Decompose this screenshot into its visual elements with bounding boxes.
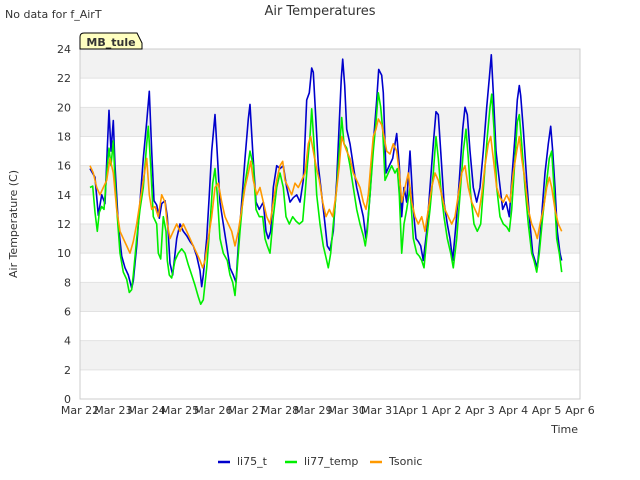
x-axis-label: Time: [550, 423, 578, 436]
x-tick-label: Mar 27: [228, 404, 266, 417]
grid-band: [80, 165, 580, 195]
legend-label: li75_t: [237, 455, 268, 468]
site-badge-tag: [79, 32, 143, 50]
y-tick-label: 16: [57, 160, 71, 173]
chart-title: Air Temperatures: [264, 4, 375, 19]
x-tick-label: Mar 26: [194, 404, 232, 417]
series-line-tsonic: [89, 118, 563, 269]
y-axis-label: Air Temperature (C): [7, 170, 20, 278]
x-tick-label: Mar 25: [161, 404, 199, 417]
y-tick-label: 6: [64, 306, 71, 319]
grid-band: [80, 49, 580, 79]
y-tick-label: 18: [57, 131, 71, 144]
grid-band: [80, 369, 580, 399]
grid-bands: [80, 49, 580, 400]
x-tick-label: Mar 29: [294, 404, 332, 417]
series-line-li77-temp: [89, 92, 563, 305]
x-tick-label: Mar 23: [94, 404, 132, 417]
grid-band: [80, 78, 580, 108]
legend-label: Tsonic: [388, 455, 422, 468]
y-tick-label: 8: [64, 276, 71, 289]
x-tick-label: Apr 4: [499, 404, 529, 417]
site-badge: MB_tule: [79, 32, 143, 50]
y-tick-label: 12: [57, 218, 71, 231]
x-tick-label: Mar 24: [128, 404, 166, 417]
no-data-note: No data for f_AirT: [5, 8, 102, 21]
grid-band: [80, 136, 580, 166]
y-tick-label: 2: [64, 364, 71, 377]
y-tick-label: 14: [57, 189, 71, 202]
x-tick-label: Apr 3: [465, 404, 495, 417]
legend-label: li77_temp: [304, 455, 358, 468]
y-tick-label: 10: [57, 247, 71, 260]
x-tick-label: Apr 2: [432, 404, 462, 417]
y-tick-label: 24: [57, 43, 71, 56]
grid-band: [80, 282, 580, 312]
x-tick-label: Apr 5: [532, 404, 562, 417]
plot-frame: [79, 48, 581, 400]
site-badge-label: MB_tule: [86, 36, 135, 49]
x-tick-label: Mar 31: [361, 404, 399, 417]
series-lines: [89, 54, 563, 305]
y-tick-label: 0: [64, 393, 71, 406]
x-tick-label: Mar 22: [61, 404, 99, 417]
legend: li75_t li77_temp Tsonic: [218, 455, 422, 468]
y-tick-label: 20: [57, 101, 71, 114]
y-tick-label: 22: [57, 72, 71, 85]
x-tick-label: Mar 30: [328, 404, 366, 417]
y-tick-label: 4: [64, 335, 71, 348]
x-tick-label: Apr 1: [399, 404, 429, 417]
x-tick-label: Apr 6: [565, 404, 595, 417]
grid-band: [80, 311, 580, 341]
grid-band: [80, 107, 580, 137]
grid-band: [80, 340, 580, 370]
x-tick-label: Mar 28: [261, 404, 299, 417]
